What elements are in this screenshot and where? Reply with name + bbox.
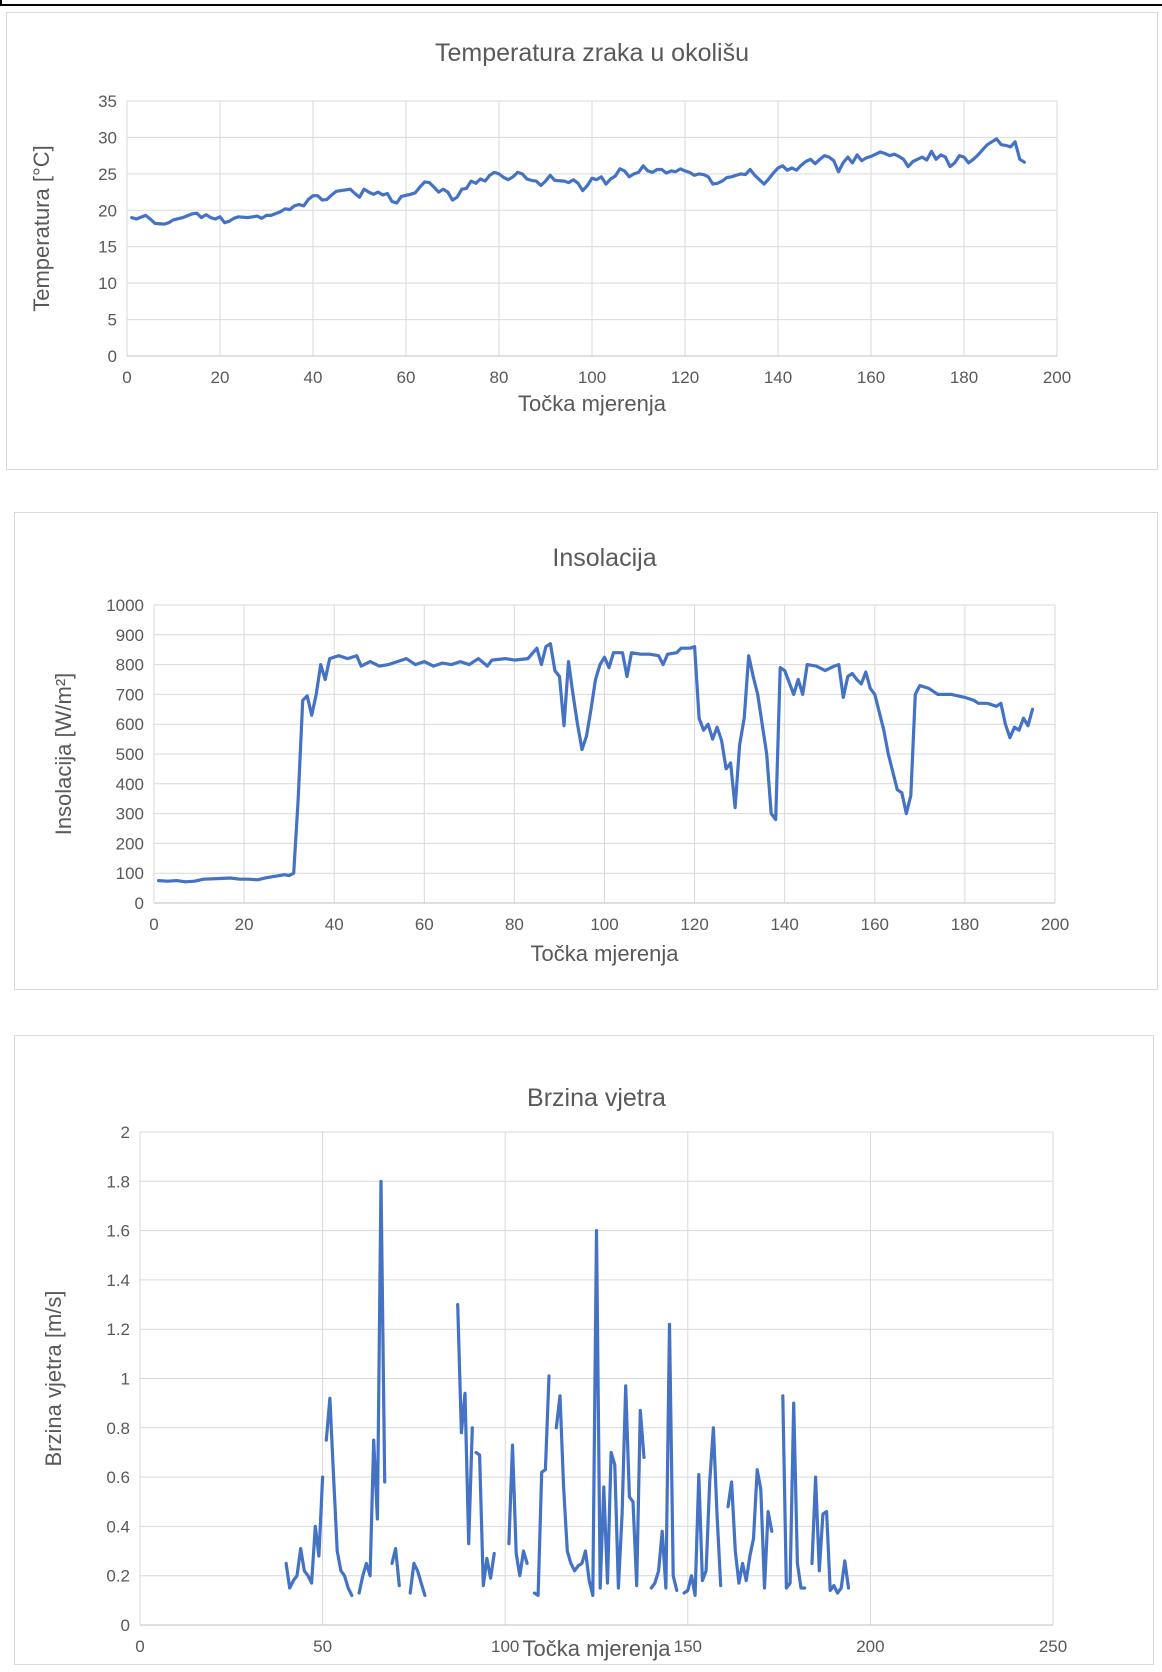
x-axis-label: Točka mjerenja [518,391,667,416]
y-tick-label: 100 [116,864,144,883]
x-axis-label: Točka mjerenja [531,941,680,966]
x-tick-label: 200 [1043,368,1071,387]
y-tick-label: 0.6 [106,1468,130,1487]
chart-insolation: 0 100 200 300 400 500 600 700 800 900 1000 0 20 40 60 8… [14,512,1158,990]
series-line-segment [507,1443,529,1578]
y-tick-label: 400 [116,775,144,794]
series-line-segment [554,1229,646,1597]
x-tick-label: 140 [764,368,792,387]
chart-title: Temperatura zraka u okolišu [435,39,749,67]
x-tick-label: 20 [235,915,254,934]
series-line-segment [810,1475,851,1595]
x-tick-label: 20 [211,368,230,387]
x-tick-label: 40 [304,368,323,387]
x-tick-label: 0 [122,368,131,387]
x-tick-label: 60 [397,368,416,387]
y-tick-label: 1.2 [106,1320,130,1339]
x-tick-label: 200 [856,1637,884,1656]
series-line-segment [156,642,1035,884]
y-tick-label: 35 [98,92,117,111]
y-tick-label: 0 [135,894,144,913]
series-line-segment [130,137,1026,226]
x-tick-label: 160 [857,368,885,387]
x-tick-label: 100 [491,1637,519,1656]
y-tick-label: 300 [116,805,144,824]
series-line-segment [726,1468,774,1590]
x-tick-label: 0 [149,915,158,934]
page-header-rule [0,4,1162,6]
y-tick-label: 25 [98,165,117,184]
series-line-segment [324,1396,354,1597]
y-tick-label: 20 [98,201,117,220]
x-tick-label: 80 [505,915,524,934]
series-line-segment [390,1547,401,1588]
x-tick-label: 180 [951,915,979,934]
x-tick-label: 120 [671,368,699,387]
x-tick-label: 60 [415,915,434,934]
y-axis-label: Brzina vjetra [m/s] [41,1290,66,1466]
x-tick-label: 150 [674,1637,702,1656]
x-axis-label: Točka mjerenja [523,1636,672,1661]
y-tick-label: 5 [108,311,117,330]
page-header-tick [0,0,2,6]
x-tick-label: 100 [590,915,618,934]
y-axis-label: Insolacija [W/m²] [51,673,76,836]
series-line-segment [649,1322,679,1593]
x-tick-label: 50 [313,1637,332,1656]
y-tick-label: 0 [108,347,117,366]
chart-wind-speed: 0 0.2 0.4 0.6 0.8 1 1.2 1.4 1.6 1.8 2 0 50 100 150 200 2… [14,1035,1154,1665]
y-tick-label: 30 [98,128,117,147]
y-tick-label: 600 [116,715,144,734]
chart-temperature: 0 5 10 15 20 25 30 35 0 20 40 60 80 100 120 140 160 180 20… [6,12,1158,470]
series-line-segment [408,1561,427,1597]
x-tick-label: 0 [135,1637,144,1656]
x-tick-label: 180 [950,368,978,387]
series-line-segment [357,1179,387,1595]
x-tick-label: 120 [680,915,708,934]
y-tick-label: 1000 [106,596,144,615]
x-tick-label: 140 [771,915,799,934]
series-line-segment [456,1303,474,1546]
y-tick-label: 200 [116,834,144,853]
series-line-segment [284,1475,325,1590]
x-tick-label: 160 [861,915,889,934]
x-tick-label: 250 [1039,1637,1067,1656]
x-tick-label: 40 [325,915,344,934]
series-line-segment [474,1450,496,1588]
y-tick-label: 0.2 [106,1567,130,1586]
y-tick-label: 500 [116,745,144,764]
chart-svg: 0 5 10 15 20 25 30 35 0 20 40 60 80 100 120 140 160 180 20… [29,39,1071,416]
y-axis-label: Temperatura [°C] [29,145,54,312]
y-tick-label: 800 [116,656,144,675]
y-tick-label: 2 [121,1123,130,1142]
chart-svg: 0 100 200 300 400 500 600 700 800 900 1000 0 20 40 60 8… [51,544,1069,966]
y-tick-label: 1.8 [106,1172,130,1191]
y-tick-label: 0.4 [106,1517,130,1536]
x-tick-label: 100 [578,368,606,387]
y-tick-label: 900 [116,626,144,645]
y-tick-label: 1.6 [106,1222,130,1241]
series-line-segment [682,1426,723,1597]
series-line-segment [781,1394,807,1590]
y-tick-label: 10 [98,274,117,293]
y-tick-label: 15 [98,238,117,257]
x-tick-label: 80 [490,368,509,387]
series-line-segment [532,1374,551,1597]
y-tick-label: 0.8 [106,1419,130,1438]
y-tick-label: 1.4 [106,1271,130,1290]
y-tick-label: 1 [121,1370,130,1389]
chart-svg: 0 0.2 0.4 0.6 0.8 1 1.2 1.4 1.6 1.8 2 0 50 100 150 200 2… [41,1084,1067,1661]
y-tick-label: 700 [116,685,144,704]
x-tick-label: 200 [1041,915,1069,934]
chart-title: Insolacija [552,544,656,572]
chart-title: Brzina vjetra [527,1084,666,1112]
y-tick-label: 0 [121,1616,130,1635]
